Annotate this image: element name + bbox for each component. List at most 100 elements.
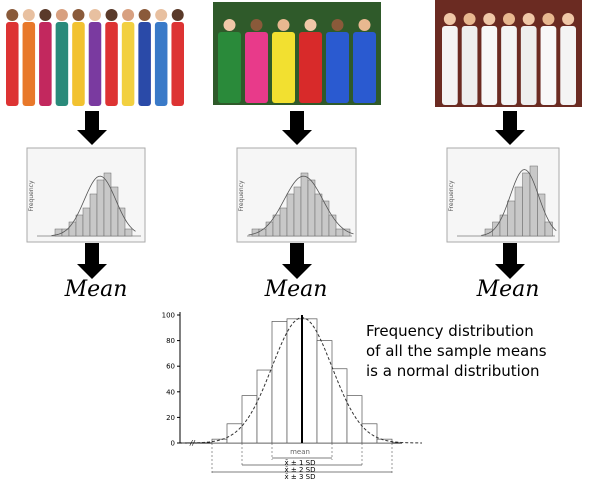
figure-head: [89, 9, 101, 21]
histogram-bar: [328, 214, 337, 237]
caption-line: of all the sample means: [366, 342, 547, 360]
y-tick-label: 0: [171, 440, 175, 448]
figure-head: [105, 9, 118, 21]
figure-head: [155, 9, 168, 21]
figure-body: [299, 32, 322, 103]
histogram-bar: [117, 207, 126, 237]
figure-body: [138, 22, 151, 106]
figure-head: [171, 9, 184, 21]
figure-body: [105, 22, 118, 106]
figure-body: [72, 22, 85, 106]
histogram-bar: [241, 395, 258, 444]
figure-body: [121, 22, 135, 106]
y-tick-label: 100: [162, 312, 175, 320]
arrow: [282, 111, 312, 145]
normal-curve: [51, 175, 136, 236]
histogram-bar: [514, 186, 523, 237]
figure-head: [72, 9, 85, 21]
figure-head: [223, 19, 236, 31]
histogram-bar: [335, 228, 344, 237]
y-axis-label: Frequency: [238, 180, 245, 211]
histogram-bar: [256, 369, 273, 444]
histogram-bar: [346, 395, 363, 444]
figure-body: [560, 26, 576, 105]
photo-1: [0, 4, 190, 110]
figure-body: [39, 22, 52, 106]
figure-body: [520, 26, 537, 105]
mean-axis-label: mean: [290, 448, 310, 456]
histogram-bar: [272, 214, 281, 237]
histogram-bar: [110, 186, 119, 237]
figure-body: [501, 26, 517, 105]
figure-head: [483, 13, 496, 25]
y-tick-label: 40: [166, 388, 175, 396]
histogram-bar: [75, 214, 84, 237]
figure-head: [463, 13, 476, 25]
figure-body: [461, 26, 478, 105]
arrow: [495, 111, 525, 145]
figure-body: [218, 32, 241, 103]
sd-label: x̄ ± 3 SD: [285, 473, 316, 481]
histogram-bar: [492, 221, 501, 237]
histogram-bar: [124, 228, 133, 237]
mean-label: Mean: [264, 277, 328, 302]
arrow: [495, 243, 525, 279]
histogram-bar: [226, 423, 243, 444]
figure-head: [122, 9, 135, 21]
figure-head: [522, 13, 535, 25]
figure-head: [6, 9, 19, 21]
figure-body: [442, 26, 458, 105]
figure-body: [55, 22, 69, 106]
sd-label: x̄ ± 2 SD: [285, 466, 316, 474]
histogram-bar: [96, 179, 105, 237]
figure-body: [353, 32, 376, 103]
figure-head: [562, 13, 575, 25]
figure-head: [138, 9, 151, 21]
y-tick-label: 60: [166, 363, 175, 371]
histogram-bar: [293, 186, 302, 237]
histogram-bar: [301, 318, 318, 444]
y-tick-label: 20: [166, 414, 175, 422]
histogram-bar: [316, 340, 333, 444]
histogram-bar: [286, 193, 295, 237]
figure-body: [326, 32, 349, 103]
histogram-bar: [279, 207, 288, 237]
figure-head: [55, 9, 68, 21]
sd-label: x̄ ± 1 SD: [285, 459, 316, 467]
histogram-bar: [321, 200, 330, 237]
y-axis-label: Frequency: [448, 180, 455, 211]
figure-head: [39, 9, 52, 21]
figure-body: [540, 26, 557, 105]
arrow: [77, 111, 107, 145]
figure-head: [443, 13, 456, 25]
histogram-bar: [68, 221, 77, 237]
histogram-bar: [331, 368, 348, 444]
figure-head: [250, 19, 263, 31]
figure-head: [542, 13, 555, 25]
figure-body: [154, 22, 168, 106]
figure-body: [272, 32, 295, 103]
figure-body: [6, 22, 19, 106]
histogram-bar: [307, 179, 316, 237]
figure-body: [88, 22, 102, 106]
histogram-bar: [300, 172, 309, 237]
figure-body: [245, 32, 268, 103]
histogram-bar: [544, 221, 553, 237]
histogram-bar: [537, 193, 546, 237]
y-axis-label: Frequency: [28, 180, 35, 211]
histogram-bar: [82, 207, 91, 237]
figure-head: [22, 9, 35, 21]
figure-body: [481, 26, 498, 105]
figure-body: [171, 22, 184, 106]
photo-3: [435, 0, 582, 107]
figure-head: [358, 19, 371, 31]
histogram-bar: [376, 438, 393, 444]
arrow: [77, 243, 107, 279]
caption-line: Frequency distribution: [366, 322, 534, 340]
mean-label: Mean: [64, 277, 128, 302]
histogram-bar: [314, 193, 323, 237]
normal-curve: [248, 175, 354, 236]
